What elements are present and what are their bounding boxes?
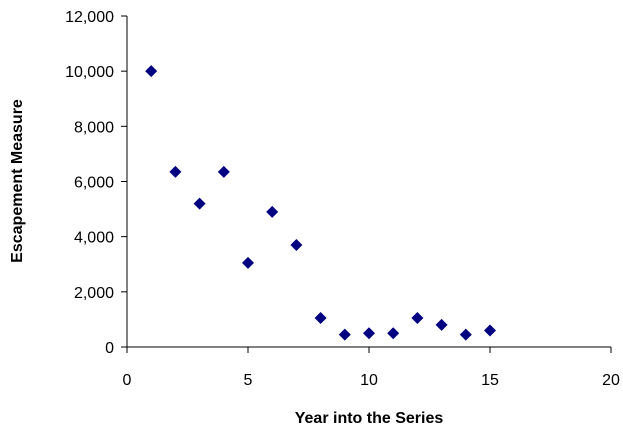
x-axis-ticks: 0 5 10 15 20 bbox=[123, 347, 620, 389]
x-tick-label: 20 bbox=[602, 372, 620, 389]
y-axis-ticks: 0 2,000 4,000 6,000 8,000 10,000 12,000 bbox=[65, 9, 127, 357]
y-tick-label: 10,000 bbox=[65, 64, 114, 81]
y-tick-label: 12,000 bbox=[65, 9, 114, 26]
data-point-diamond bbox=[290, 238, 303, 251]
data-point-diamond bbox=[193, 197, 206, 210]
data-points bbox=[145, 65, 496, 341]
data-point-diamond bbox=[363, 327, 375, 340]
y-tick-label: 4,000 bbox=[74, 230, 114, 247]
x-tick-label: 0 bbox=[123, 372, 132, 389]
x-tick-label: 5 bbox=[244, 372, 253, 389]
data-point-diamond bbox=[411, 312, 424, 325]
x-axis-title: Year into the Series bbox=[295, 410, 444, 427]
data-point-diamond bbox=[145, 65, 158, 78]
y-tick-label: 6,000 bbox=[74, 175, 114, 192]
data-point-diamond bbox=[459, 328, 472, 341]
y-tick-label: 0 bbox=[105, 340, 114, 357]
y-axis-title: Escapement Measure bbox=[9, 99, 26, 263]
y-tick-label: 8,000 bbox=[74, 119, 114, 136]
data-point-diamond bbox=[314, 312, 327, 325]
data-point-diamond bbox=[387, 327, 400, 340]
x-tick-label: 15 bbox=[481, 372, 499, 389]
data-point-diamond bbox=[266, 205, 279, 218]
data-point-diamond bbox=[217, 165, 230, 178]
data-point-diamond bbox=[242, 256, 254, 269]
data-point-diamond bbox=[484, 324, 496, 337]
y-tick-label: 2,000 bbox=[74, 285, 114, 302]
data-point-diamond bbox=[338, 328, 351, 341]
x-tick-label: 10 bbox=[360, 372, 378, 389]
data-point-diamond bbox=[169, 165, 182, 178]
data-point-diamond bbox=[435, 318, 448, 331]
